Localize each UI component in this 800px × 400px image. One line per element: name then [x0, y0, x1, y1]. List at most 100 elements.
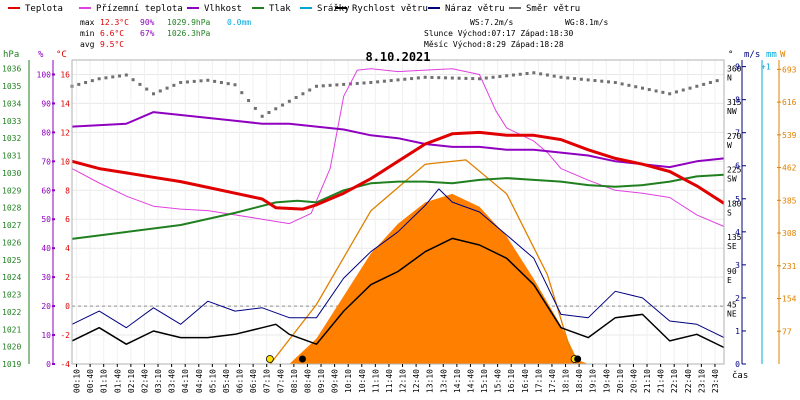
tick-label-direction: 360	[727, 64, 742, 73]
tick-label-direction: 90	[727, 267, 737, 276]
tick-label-w: 616	[782, 98, 797, 107]
tick-label-time: 14:10	[453, 369, 462, 393]
tick-label-time: 08:40	[303, 369, 312, 393]
tick-label-time: 00:40	[86, 369, 95, 393]
wind-direction-point	[84, 81, 88, 85]
stats-moon: Měsíc Východ:8:29 Západ:18:28	[424, 40, 564, 49]
humidity-line	[71, 111, 725, 169]
tick-label-hpa: 1026	[2, 238, 21, 247]
wind-direction-point	[708, 81, 712, 85]
solar-radiation-area	[289, 193, 589, 364]
tick-label-hpa: 1023	[2, 291, 21, 300]
tick-label-temp: 16	[60, 70, 70, 79]
wind-direction-point	[552, 74, 556, 78]
tick-label-compass: NE	[727, 310, 737, 319]
wind-direction-point	[579, 77, 583, 81]
tick-label-temp: -2	[60, 331, 70, 340]
wind-direction-point	[654, 89, 658, 93]
wind-direction-point	[423, 75, 427, 79]
wind-direction-point	[661, 90, 665, 94]
stats-avg-label: avg	[80, 40, 95, 49]
tick-label-time: 16:10	[507, 369, 516, 393]
axes: 1036103510341033103210311030102910281027…	[2, 60, 797, 393]
tick-label-hpa: 1020	[2, 343, 21, 352]
wind-direction-point	[260, 114, 264, 118]
wind-direction-point	[308, 88, 312, 92]
axis-unit-hpa: hPa	[3, 50, 19, 60]
tick-label-time: 20:40	[629, 369, 638, 393]
tick-label-hpa: 1036	[2, 65, 21, 74]
wind-direction-point	[247, 99, 251, 103]
tick-label-temp: 10	[60, 157, 70, 166]
legend: Teplota Přízemní teplota Vlhkost Tlak Sr…	[8, 4, 580, 14]
stats-min-humidity: 67%	[140, 29, 155, 38]
axis-unit-w: W	[780, 50, 786, 60]
tick-label-time: 12:10	[399, 369, 408, 393]
tick-label-w: 539	[782, 131, 797, 140]
tick-mark-pct	[52, 247, 55, 250]
stats-wind-gust: WG:8.1m/s	[565, 18, 609, 27]
theoretical-solar-line	[269, 159, 576, 365]
wind-direction-point	[505, 74, 509, 78]
stats-min-label: min	[80, 29, 95, 38]
tick-label-w: 308	[782, 229, 797, 238]
wind-direction-point	[593, 79, 597, 83]
tick-label-hpa: 1029	[2, 186, 21, 195]
axis-unit-ms: m/s	[744, 50, 760, 60]
wind-direction-point	[104, 76, 108, 80]
tick-label-temp: -4	[60, 360, 70, 369]
wind-direction-point	[647, 88, 651, 92]
wind-direction-point	[681, 88, 685, 92]
tick-label-pct: 40	[41, 244, 51, 253]
wind-direction-point	[559, 75, 563, 79]
tick-label-ms: 2	[735, 294, 740, 303]
tick-label-pct: 70	[41, 157, 51, 166]
tick-label-pct: 10	[41, 331, 51, 340]
tick-label-temp: 8	[65, 186, 70, 195]
tick-label-w: 462	[782, 164, 797, 173]
tick-label-compass: E	[727, 276, 732, 285]
tick-label-pct: 80	[41, 128, 51, 137]
wind-direction-point	[172, 83, 176, 87]
tick-label-temp: 14	[60, 99, 70, 108]
pressure-line	[71, 173, 725, 240]
tick-label-compass: SW	[727, 175, 737, 184]
moonset-marker	[574, 355, 582, 363]
tick-label-time: 04:10	[181, 369, 190, 393]
wind-direction-point	[355, 81, 359, 85]
wind-direction-point	[192, 79, 196, 83]
wind-direction-point	[111, 75, 115, 79]
tick-label-time: 03:10	[154, 369, 163, 393]
tick-label-hpa: 1028	[2, 204, 21, 213]
wind-direction-point	[613, 81, 617, 85]
tick-label-time: 05:40	[222, 369, 231, 393]
wind-direction-point	[138, 82, 142, 86]
tick-mark-pct	[52, 160, 55, 163]
tick-label-time: 12:40	[412, 369, 421, 393]
tick-label-time: 22:40	[684, 369, 693, 393]
tick-label-pct: 100	[37, 70, 52, 79]
tick-label-ms: 7	[735, 129, 740, 138]
tick-label-hpa: 1021	[2, 325, 21, 334]
tick-label-direction: 135	[727, 233, 742, 242]
tick-label-w: 77	[782, 327, 792, 336]
tick-label-time: 00:10	[73, 369, 82, 393]
tick-label-compass: SE	[727, 242, 737, 251]
stats-max-label: max	[80, 18, 95, 27]
tick-label-hpa: 1033	[2, 117, 21, 126]
tick-label-ms: 6	[735, 162, 740, 171]
tick-label-ms: 9	[735, 63, 740, 72]
tick-label-ms: 1	[735, 327, 740, 336]
wind-direction-point	[627, 83, 631, 87]
wind-direction-point	[396, 78, 400, 82]
tick-label-temp: 12	[60, 128, 70, 137]
wind-direction-point	[77, 82, 81, 86]
axis-unit-deg: °	[728, 50, 733, 60]
tick-label-time: 06:10	[236, 369, 245, 393]
axis-title-time: čas	[732, 370, 748, 381]
wind-direction-point	[118, 74, 122, 78]
tick-mark-pct	[52, 218, 55, 221]
wind-direction-point	[328, 83, 332, 87]
wind-direction-point	[539, 72, 543, 76]
wind-direction-point	[545, 73, 549, 77]
